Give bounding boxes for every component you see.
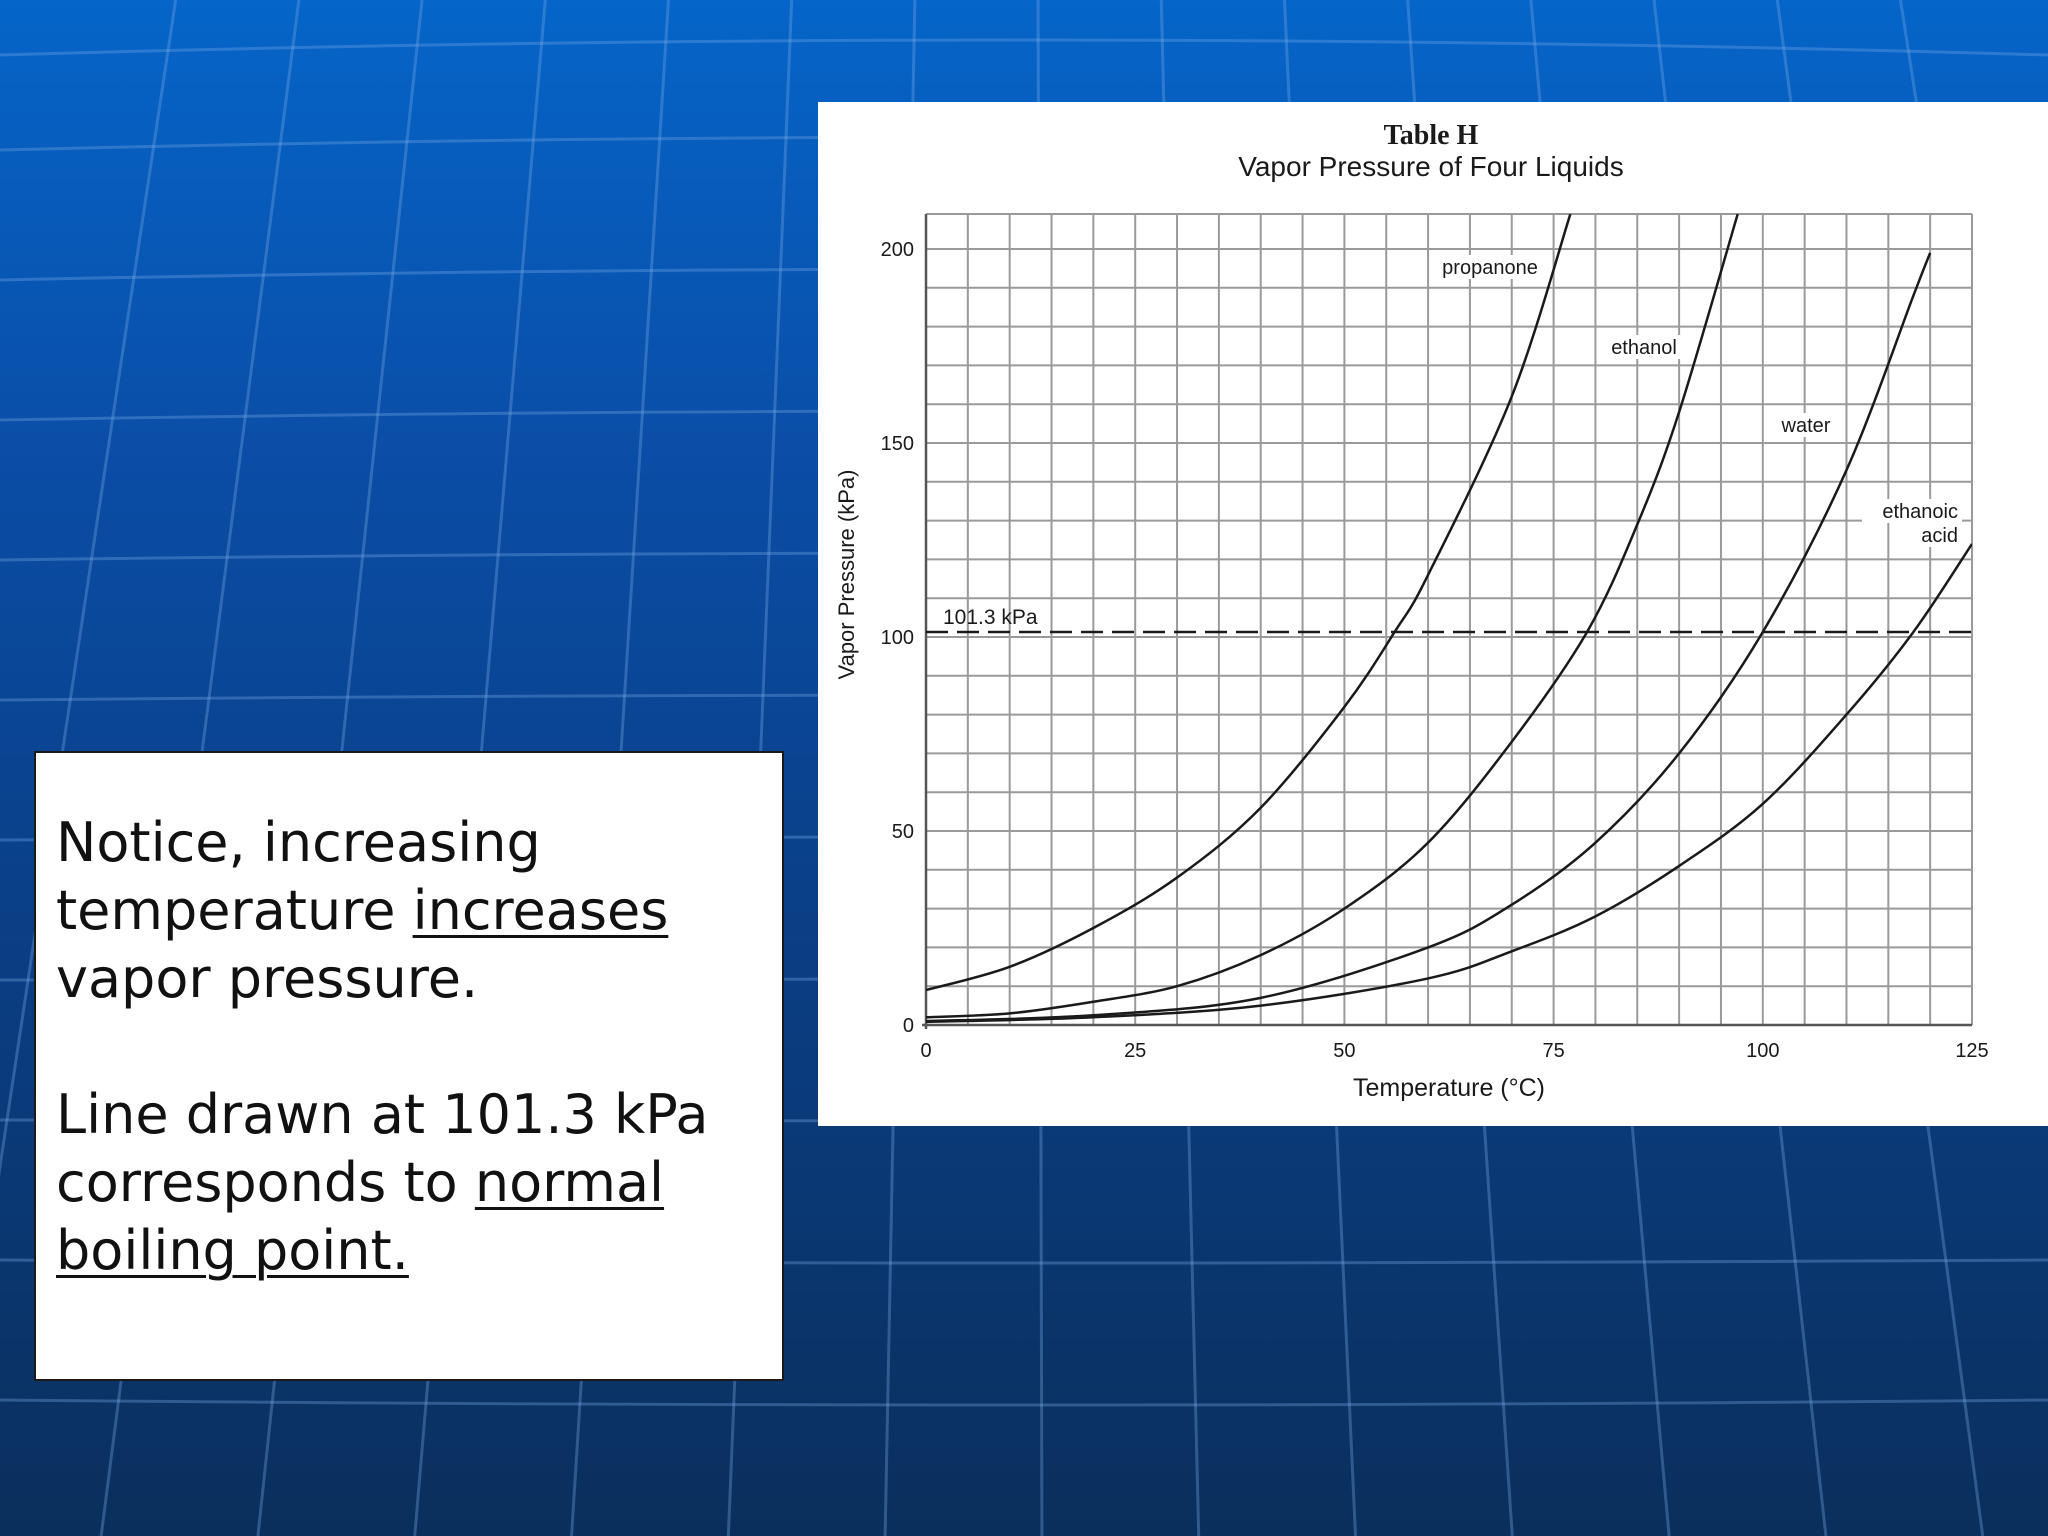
series-line-propanone — [926, 214, 1572, 992]
note-paragraph-2: Line drawn at 101.3 kPa corresponds to n… — [56, 1081, 762, 1285]
y-tick-label: 100 — [881, 627, 914, 649]
note-emphasis-boiling-point: normal boiling point. — [56, 1151, 665, 1282]
x-tick-label: 25 — [1124, 1040, 1146, 1062]
series-label-background — [1908, 523, 1962, 547]
reference-line-label: 101.3 kPa — [943, 606, 1038, 629]
y-tick-label: 0 — [903, 1015, 914, 1037]
background-horizontal-line — [0, 38, 2048, 57]
chart-title: Table H — [1384, 120, 1479, 151]
series-label-water: water — [1781, 415, 1831, 437]
series-label-background — [1773, 413, 1839, 437]
series-label-ethanoic-acid: acid — [1921, 525, 1958, 547]
series-line-ethanol — [926, 214, 1739, 1019]
y-tick-label: 50 — [892, 821, 914, 843]
x-tick-label: 0 — [920, 1040, 931, 1062]
x-tick-label: 75 — [1542, 1040, 1564, 1062]
note-text: Notice, increasing temperature — [56, 811, 541, 942]
y-tick-label: 150 — [881, 433, 914, 455]
note-box: Notice, increasing temperature increases… — [34, 751, 784, 1381]
x-tick-label: 100 — [1746, 1040, 1779, 1062]
chart-subtitle: Vapor Pressure of Four Liquids — [1238, 151, 1623, 182]
x-tick-label: 50 — [1333, 1040, 1355, 1062]
series-label-ethanol: ethanol — [1611, 337, 1677, 359]
series-label-background — [1862, 499, 1962, 523]
note-emphasis-increases: increases — [412, 879, 669, 942]
note-text: vapor pressure. — [56, 947, 479, 1010]
series-label-ethanoic-acid: ethanoic — [1882, 501, 1958, 523]
series-label-background — [1434, 255, 1546, 279]
note-text: Line drawn at 101.3 kPa corresponds to — [56, 1083, 709, 1214]
series-label-propanone: propanone — [1442, 257, 1538, 279]
chart-panel: 0 25 50 75 100 125 0 50 100 150 200 Table H Vapor Pr… — [818, 102, 2048, 1126]
background-horizontal-line — [0, 1398, 2048, 1407]
note-paragraph-1: Notice, increasing temperature increases… — [56, 809, 762, 1013]
y-tick-label: 200 — [881, 239, 914, 261]
x-tick-label: 125 — [1955, 1040, 1988, 1062]
x-axis-label: Temperature (°C) — [1353, 1074, 1545, 1102]
series-line-water — [926, 252, 1932, 1023]
series-line-ethanoic-acid — [926, 543, 1972, 1024]
series-label-background — [1599, 335, 1689, 359]
series-group — [926, 214, 1972, 1024]
y-axis-label: Vapor Pressure (kPa) — [834, 470, 859, 680]
